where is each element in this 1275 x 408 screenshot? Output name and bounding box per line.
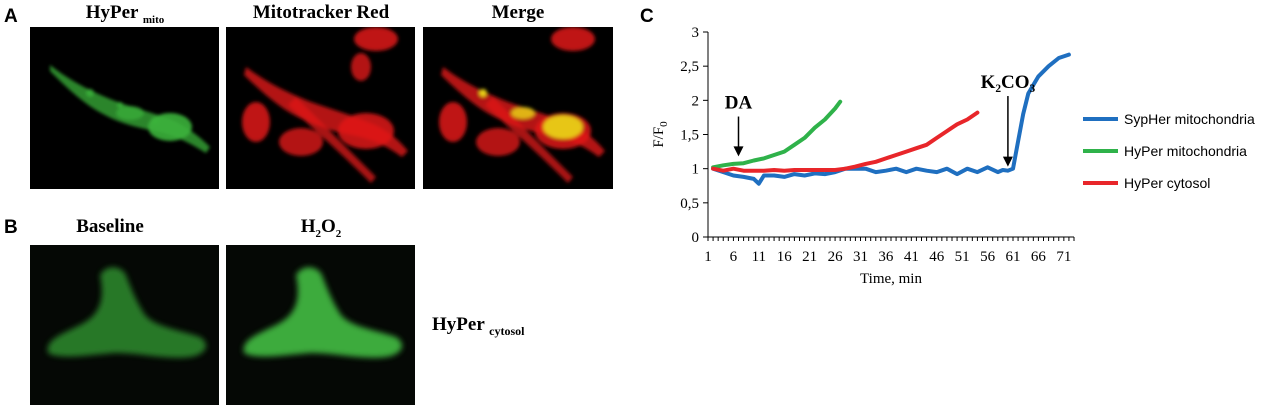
chart-annotations: DA K₂CO₃ xyxy=(725,72,1036,167)
micrograph-hyper-mito xyxy=(30,27,219,189)
y-tick-label: 1,5 xyxy=(680,128,699,144)
micrograph-baseline xyxy=(30,245,219,405)
panel-b-letter: B xyxy=(4,217,18,238)
x-axis-title: Time, min xyxy=(860,271,922,287)
legend-entry: SypHer mitochondria xyxy=(1124,111,1255,127)
hyper-mito-label: HyPer mito xyxy=(85,2,165,26)
x-tick-label: 71 xyxy=(1056,249,1071,265)
series-line-2 xyxy=(711,110,980,173)
x-tick-label: 6 xyxy=(730,249,738,265)
y-tick-label: 2 xyxy=(692,93,700,109)
x-tick-label: 31 xyxy=(853,249,868,265)
x-tick-label: 61 xyxy=(1006,249,1021,265)
y-axis-title: F/F0 xyxy=(651,121,670,148)
chart-axes: 00,511,522,531 6 11 16 21 26 31 36 41 46 51 56 61 66 7… xyxy=(651,25,1075,287)
annotation-arrowhead xyxy=(733,146,744,157)
x-tick-label: 51 xyxy=(955,249,970,265)
panel-c-letter: C xyxy=(640,6,654,27)
y-tick-label: 0 xyxy=(692,230,700,246)
x-tick-label: 66 xyxy=(1031,249,1047,265)
y-tick-label: 0,5 xyxy=(680,196,699,212)
y-tick-label: 1 xyxy=(692,162,700,178)
x-tick-label: 16 xyxy=(777,249,793,265)
merge-label: Merge xyxy=(491,2,545,23)
x-tick-label: 11 xyxy=(752,249,766,265)
baseline-label: Baseline xyxy=(76,216,144,237)
chart-series xyxy=(711,52,1071,186)
x-tick-label: 26 xyxy=(828,249,844,265)
legend-entry: HyPer cytosol xyxy=(1124,175,1210,191)
chart-legend: SypHer mitochondria HyPer mitochondria HyP… xyxy=(1083,111,1255,191)
micrograph-merge xyxy=(423,27,613,189)
micrograph-h2o2 xyxy=(226,245,415,405)
x-tick-label: 1 xyxy=(704,249,712,265)
y-tick-label: 2,5 xyxy=(680,59,699,75)
x-tick-label: 46 xyxy=(929,249,945,265)
h2o2-label: H2O2 xyxy=(300,216,342,240)
mitotracker-red-label: Mitotracker Red xyxy=(252,2,390,23)
x-tick-label: 21 xyxy=(802,249,817,265)
panel-a-letter: A xyxy=(4,6,18,27)
y-tick-label: 3 xyxy=(692,25,700,41)
hyper-cytosol-label: HyPer cytosol xyxy=(432,314,525,338)
line-chart: 00,511,522,531 6 11 16 21 26 31 36 41 46 51 56 61 66 7… xyxy=(651,25,1255,287)
micrograph-mitotracker-red xyxy=(226,27,415,189)
annotation-label: DA xyxy=(725,93,753,114)
annotation-arrowhead xyxy=(1002,156,1013,167)
x-tick-label: 56 xyxy=(980,249,996,265)
legend-entry: HyPer mitochondria xyxy=(1124,143,1247,159)
x-tick-label: 36 xyxy=(878,249,894,265)
series-line-1 xyxy=(711,99,843,170)
x-tick-label: 41 xyxy=(904,249,919,265)
y-axis-title-subscript: 0 xyxy=(658,121,670,127)
series-line-0 xyxy=(711,52,1071,186)
annotation-label: K₂CO₃ xyxy=(981,72,1036,93)
